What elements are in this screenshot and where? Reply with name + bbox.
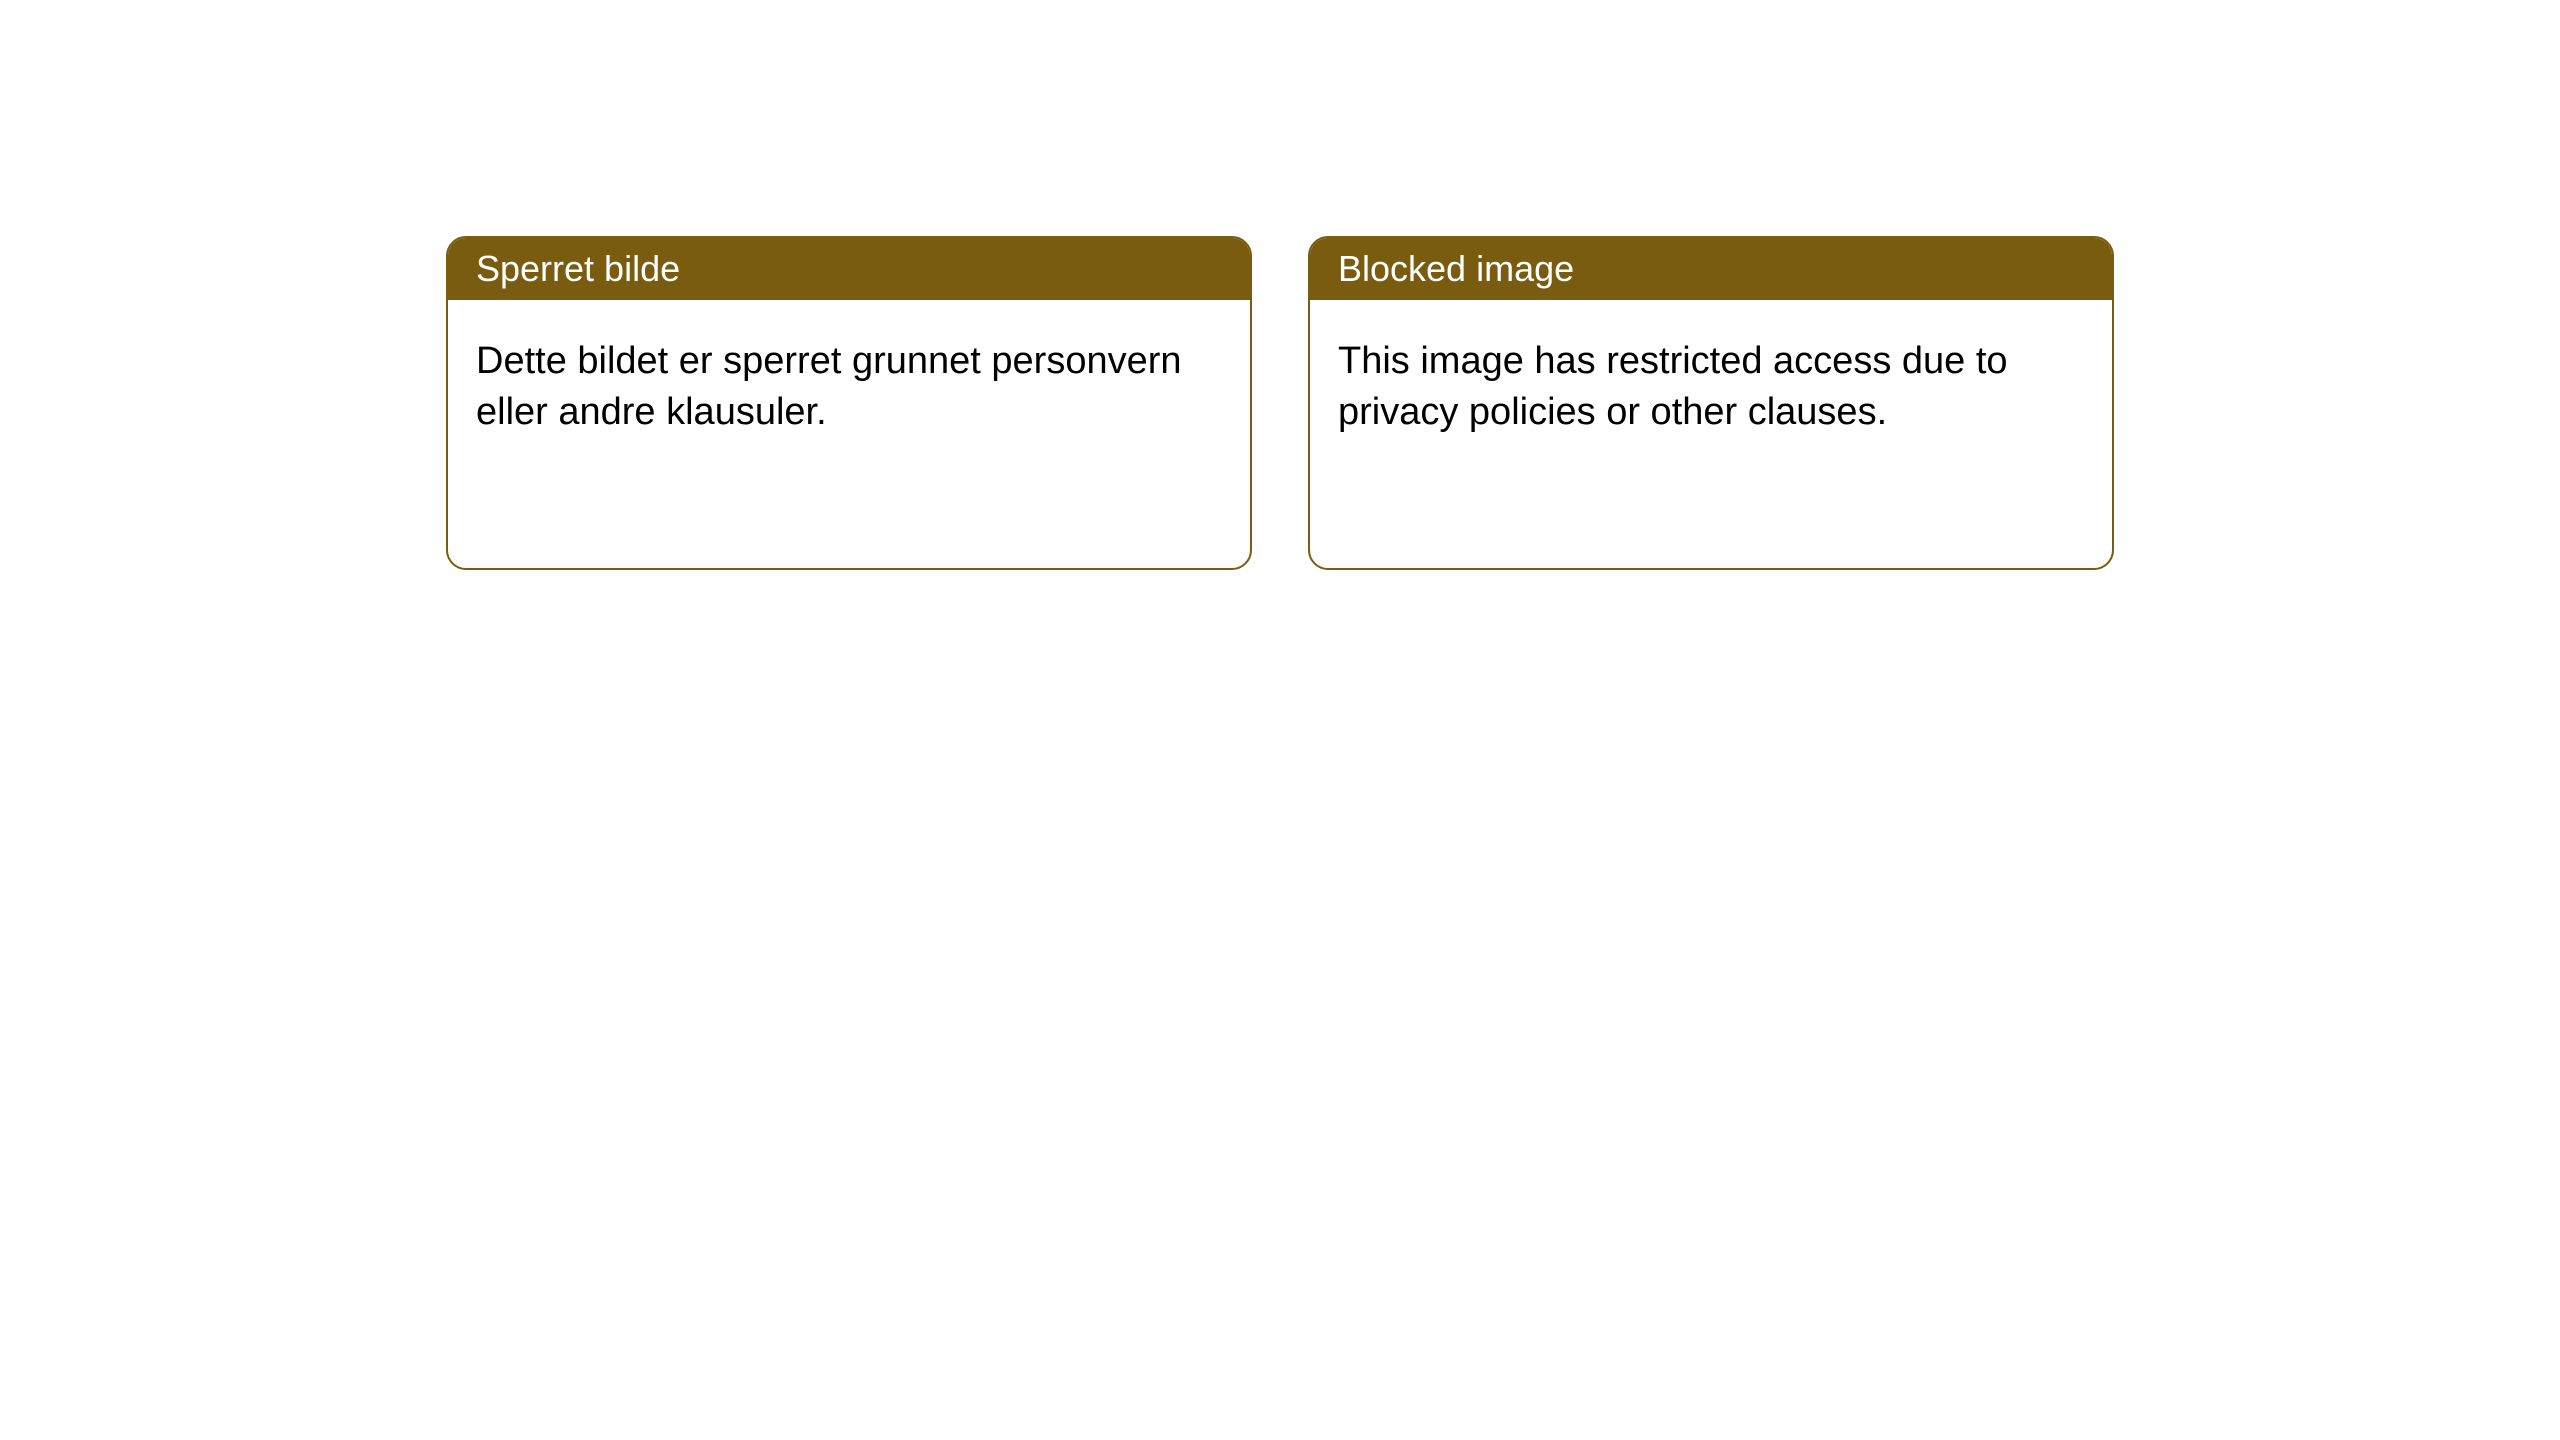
notice-title-norwegian: Sperret bilde xyxy=(448,238,1250,300)
notice-card-english: Blocked image This image has restricted … xyxy=(1308,236,2114,570)
notice-message-norwegian: Dette bildet er sperret grunnet personve… xyxy=(448,300,1250,475)
notice-title-english: Blocked image xyxy=(1310,238,2112,300)
notice-message-english: This image has restricted access due to … xyxy=(1310,300,2112,475)
notice-card-norwegian: Sperret bilde Dette bildet er sperret gr… xyxy=(446,236,1252,570)
notice-container: Sperret bilde Dette bildet er sperret gr… xyxy=(0,0,2560,570)
